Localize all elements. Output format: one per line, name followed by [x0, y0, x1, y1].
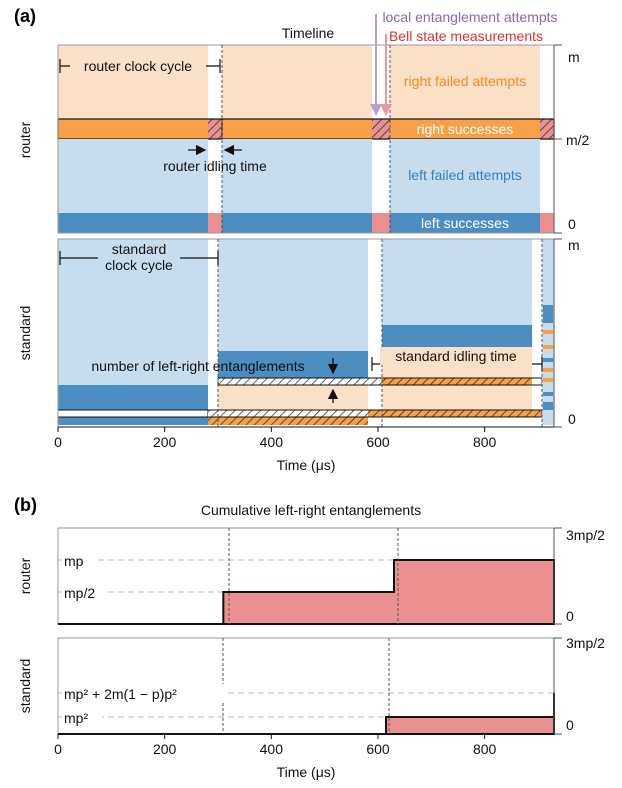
- left-failed-label: left failed attempts: [408, 167, 522, 183]
- row-label-standard: standard: [17, 306, 33, 360]
- panel-b-x-label: Time (μs): [277, 764, 336, 780]
- standard-axis-m: m: [568, 237, 580, 253]
- panel-a-x-tick-label-4: 800: [473, 434, 497, 450]
- panel-b-x-tick-label-4: 800: [473, 741, 497, 757]
- local-entanglement-label: local entanglement attempts: [382, 9, 557, 25]
- router-right-success-1: [58, 119, 208, 139]
- right-failed-label: right failed attempts: [404, 73, 526, 89]
- router-right-success-3: [390, 119, 540, 139]
- router-axis-mhalf: m/2: [566, 132, 590, 148]
- standard-left-failed-2: [218, 239, 368, 351]
- panel-b-x-tick-label-3: 600: [366, 741, 390, 757]
- router-right-idle-1: [208, 119, 222, 139]
- standard-hatch-orange-3: [382, 378, 532, 385]
- panel-a-x-tick-label-1: 200: [153, 434, 177, 450]
- left-successes-label: left successes: [421, 215, 509, 231]
- bell-state-label: Bell state measurements: [389, 28, 543, 44]
- standard-left-success-3: [382, 325, 532, 351]
- standard-b-axis-zero: 0: [566, 717, 574, 733]
- panel-b-tag: (b): [14, 495, 37, 515]
- router-left-failed-1: [58, 139, 208, 213]
- panel-a-x-tick-label-3: 600: [366, 434, 390, 450]
- router-left-idle-2: [372, 213, 390, 233]
- standard-hatch-white-1: [208, 410, 368, 417]
- panel-a-x-label: Time (μs): [277, 457, 336, 473]
- router-axis-m: m: [568, 49, 580, 65]
- standard-right-failed-2: [218, 385, 368, 413]
- panel-b-row-router: router: [17, 557, 33, 594]
- router-right-failed-2: [222, 45, 372, 119]
- router-b-axis-top: 3mp/2: [566, 527, 605, 543]
- panel-a-x-ticks: 0 200 400 600 800: [54, 427, 497, 450]
- standard-clock-label-1: standard: [112, 241, 166, 257]
- router-level-mp: mp: [64, 553, 84, 569]
- standard-hatch-orange-1: [368, 410, 542, 417]
- panel-b-row-standard: standard: [17, 659, 33, 713]
- router-clock-label: router clock cycle: [84, 58, 192, 74]
- router-left-success-2: [222, 213, 372, 233]
- standard-b-axis-top: 3mp/2: [566, 635, 605, 651]
- router-axis-zero: 0: [568, 216, 576, 232]
- standard-hatch-white-2: [218, 378, 368, 385]
- router-left-idle-1: [208, 213, 222, 233]
- router-left-failed-3: [390, 139, 540, 213]
- standard-idle-label: standard idling time: [395, 348, 517, 364]
- panel-b-x-ticks: 0 200 400 600 800: [54, 734, 497, 757]
- standard-left-success-1: [58, 385, 208, 407]
- right-successes-label: right successes: [417, 121, 513, 137]
- panel-b-x-tick-label-0: 0: [54, 741, 62, 757]
- panel-a-tag: (a): [14, 6, 36, 26]
- router-idle-label: router idling time: [163, 158, 267, 174]
- router-level-mphalf: mp/2: [64, 585, 95, 601]
- num-lr-label: number of left-right entanglements: [91, 358, 304, 374]
- panel-a-x-tick-label-2: 400: [260, 434, 284, 450]
- standard-left-failed-3: [382, 239, 532, 325]
- row-label-router: router: [17, 121, 33, 158]
- router-right-failed-1: [58, 45, 208, 119]
- router-left-idle-3: [540, 213, 554, 233]
- standard-clock-label-2: clock cycle: [105, 257, 173, 273]
- router-timeline: [57, 44, 555, 234]
- panel-a-x-tick-label-0: 0: [54, 434, 62, 450]
- router-left-failed-2: [222, 139, 372, 213]
- router-right-success-2: [222, 119, 372, 139]
- router-right-failed-3: [390, 45, 540, 119]
- router-b-axis-zero: 0: [566, 608, 574, 624]
- panel-a-title: Timeline: [282, 25, 335, 41]
- standard-axis-zero: 0: [568, 411, 576, 427]
- standard-level-mp2: mp²: [64, 710, 88, 726]
- panel-b-title: Cumulative left-right entanglements: [201, 502, 421, 518]
- standard-level-top: mp² + 2m(1 − p)p²: [64, 686, 177, 702]
- router-left-success-1: [58, 213, 208, 233]
- standard-left-success-2: [218, 351, 368, 378]
- panel-b-x-tick-label-1: 200: [153, 741, 177, 757]
- standard-timeline: [57, 238, 555, 428]
- panel-b-x-tick-label-2: 400: [260, 741, 284, 757]
- router-right-idle-2: [372, 119, 390, 139]
- router-left-success-3: [390, 213, 540, 233]
- router-right-idle-3: [540, 119, 554, 139]
